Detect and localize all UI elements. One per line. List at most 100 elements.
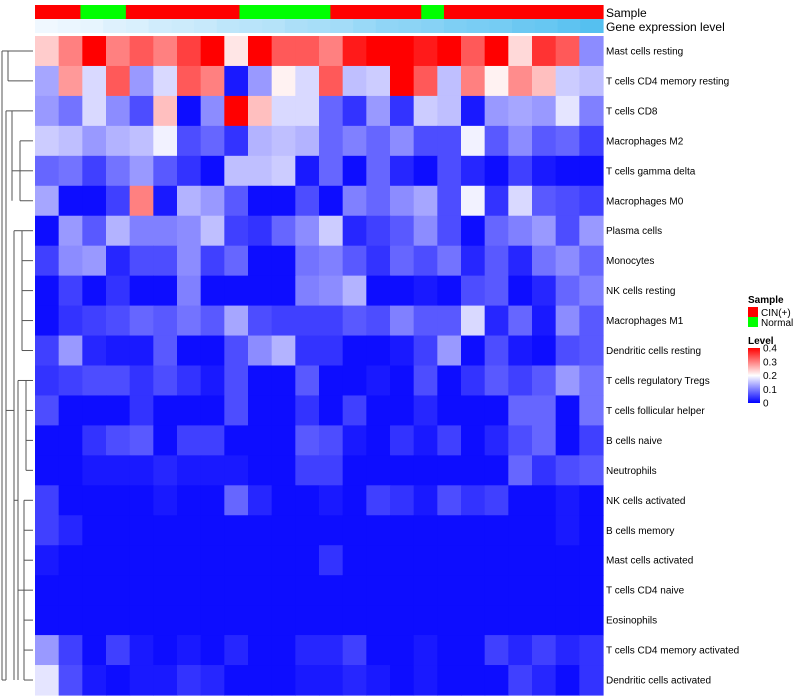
heatmap-cell (484, 305, 509, 337)
row-label: B cells memory (606, 526, 674, 537)
heatmap-cell (295, 275, 320, 307)
heatmap-cell (484, 125, 509, 157)
heatmap-cell (271, 335, 296, 367)
heatmap-cell (366, 605, 391, 636)
sample-track-cell (80, 5, 104, 19)
heatmap-cell (129, 515, 154, 546)
heatmap-cell (295, 335, 320, 367)
heatmap-cell (437, 335, 462, 367)
heatmap-cell (319, 575, 344, 606)
heatmap-cell (555, 665, 580, 696)
heatmap-cell (295, 395, 320, 427)
heatmap-cell (390, 485, 415, 516)
heatmap-cell (508, 335, 533, 367)
heatmap-cell (484, 665, 509, 696)
heatmap-cell (579, 395, 604, 427)
expression-track-cell (512, 19, 536, 33)
heatmap-cell (484, 245, 509, 277)
heatmap-cell (58, 635, 83, 666)
heatmap-cell (413, 215, 438, 247)
row-dendrogram (1, 50, 33, 681)
row-label: Plasma cells (606, 226, 662, 237)
heatmap-cell (532, 455, 557, 486)
sample-track-cell (103, 5, 127, 19)
heatmap-cell (366, 455, 391, 486)
heatmap-cell (106, 455, 131, 486)
heatmap-cell (248, 215, 273, 247)
heatmap-cell (177, 605, 202, 636)
sample-track-cell (35, 5, 59, 19)
heatmap-cell (484, 365, 509, 397)
heatmap-cell (390, 36, 415, 67)
heatmap-cell (437, 215, 462, 247)
heatmap-cell (248, 335, 273, 367)
expression-track-cell (489, 19, 513, 33)
heatmap-cell (35, 575, 60, 606)
heatmap-cell (295, 665, 320, 696)
expression-track-cell (534, 19, 559, 33)
heatmap-cell (319, 275, 344, 307)
heatmap-cell (106, 245, 131, 277)
heatmap-cell (461, 95, 486, 127)
heatmap-cell (35, 215, 60, 247)
heatmap-cell (177, 245, 202, 277)
heatmap-cell (224, 155, 249, 187)
heatmap-cell (106, 575, 131, 606)
heatmap-cell (224, 485, 249, 516)
heatmap-cell (484, 395, 509, 427)
heatmap-cell (461, 65, 486, 97)
heatmap-cell (437, 665, 462, 696)
heatmap-cell (461, 545, 486, 576)
heatmap-cell (82, 575, 107, 606)
heatmap-cell (295, 155, 320, 187)
sample-track-cell (330, 5, 354, 19)
heatmap-cell (224, 335, 249, 367)
sample-track-cell (398, 5, 422, 19)
heatmap-cell (508, 245, 533, 277)
heatmap-cell (295, 605, 320, 636)
heatmap-cell (532, 36, 557, 67)
heatmap-cell (35, 425, 60, 456)
heatmap-cell (484, 455, 509, 486)
heatmap-cell (82, 155, 107, 187)
heatmap-cell (437, 515, 462, 546)
heatmap-cell (484, 215, 509, 247)
heatmap-cell (532, 365, 557, 397)
row-label: Dendritic cells activated (606, 676, 711, 687)
heatmap-cell (58, 425, 83, 456)
heatmap-cell (200, 275, 225, 307)
heatmap-cell (555, 125, 580, 157)
heatmap-cell (295, 575, 320, 606)
row-label: NK cells resting (606, 286, 675, 297)
heatmap-cell (295, 545, 320, 576)
heatmap-cell (390, 515, 415, 546)
heatmap-cell (295, 125, 320, 157)
heatmap-cell (200, 605, 225, 636)
row-label: Neutrophils (606, 466, 657, 477)
heatmap-cell (366, 635, 391, 666)
heatmap-cell (106, 275, 131, 307)
sample-track-cell (125, 5, 150, 19)
heatmap-cell (366, 215, 391, 247)
heatmap-cell (106, 425, 131, 456)
heatmap-cell (35, 485, 60, 516)
heatmap-cell (508, 365, 533, 397)
heatmap-cell (58, 65, 83, 97)
heatmap-cell (390, 455, 415, 486)
heatmap-cell (555, 215, 580, 247)
heatmap-cell (484, 185, 509, 217)
heatmap-cell (271, 185, 296, 217)
heatmap-cell (484, 605, 509, 636)
heatmap-cell (35, 365, 60, 397)
row-label: T cells CD8 (606, 106, 658, 117)
heatmap-cell (129, 425, 154, 456)
heatmap-cell (82, 545, 107, 576)
heatmap-cell (177, 305, 202, 337)
heatmap-cell (437, 365, 462, 397)
heatmap-cell (508, 455, 533, 486)
heatmap-cell (461, 215, 486, 247)
heatmap-cell (508, 185, 533, 217)
heatmap-cell (271, 665, 296, 696)
heatmap-cell (437, 455, 462, 486)
heatmap-cell (342, 335, 367, 367)
